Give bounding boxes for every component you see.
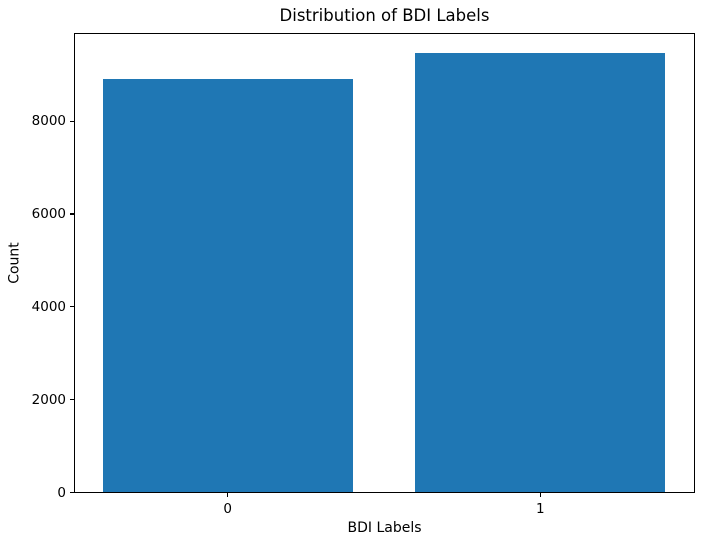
x-axis-label: BDI Labels [347, 520, 422, 536]
y-tick-label: 4000 [31, 298, 66, 315]
y-tick-label: 2000 [31, 391, 66, 408]
y-axis-label: Count [6, 242, 23, 284]
y-tick-label: 0 [57, 484, 66, 501]
x-tick-mark [539, 492, 541, 497]
y-tick-mark [69, 491, 74, 494]
y-tick-mark [69, 306, 74, 308]
x-tick-mark [227, 492, 229, 497]
y-tick-mark [69, 120, 74, 122]
bar-1 [415, 53, 666, 492]
y-tick-label: 6000 [31, 206, 66, 223]
y-tick-mark [69, 399, 74, 401]
bar-0 [102, 78, 353, 492]
y-tick-mark [69, 213, 74, 215]
x-tick-label: 1 [536, 500, 545, 517]
plot-area [73, 32, 695, 493]
chart-title: Distribution of BDI Labels [279, 6, 490, 25]
y-tick-label: 8000 [31, 113, 66, 130]
x-tick-label: 0 [223, 500, 232, 517]
